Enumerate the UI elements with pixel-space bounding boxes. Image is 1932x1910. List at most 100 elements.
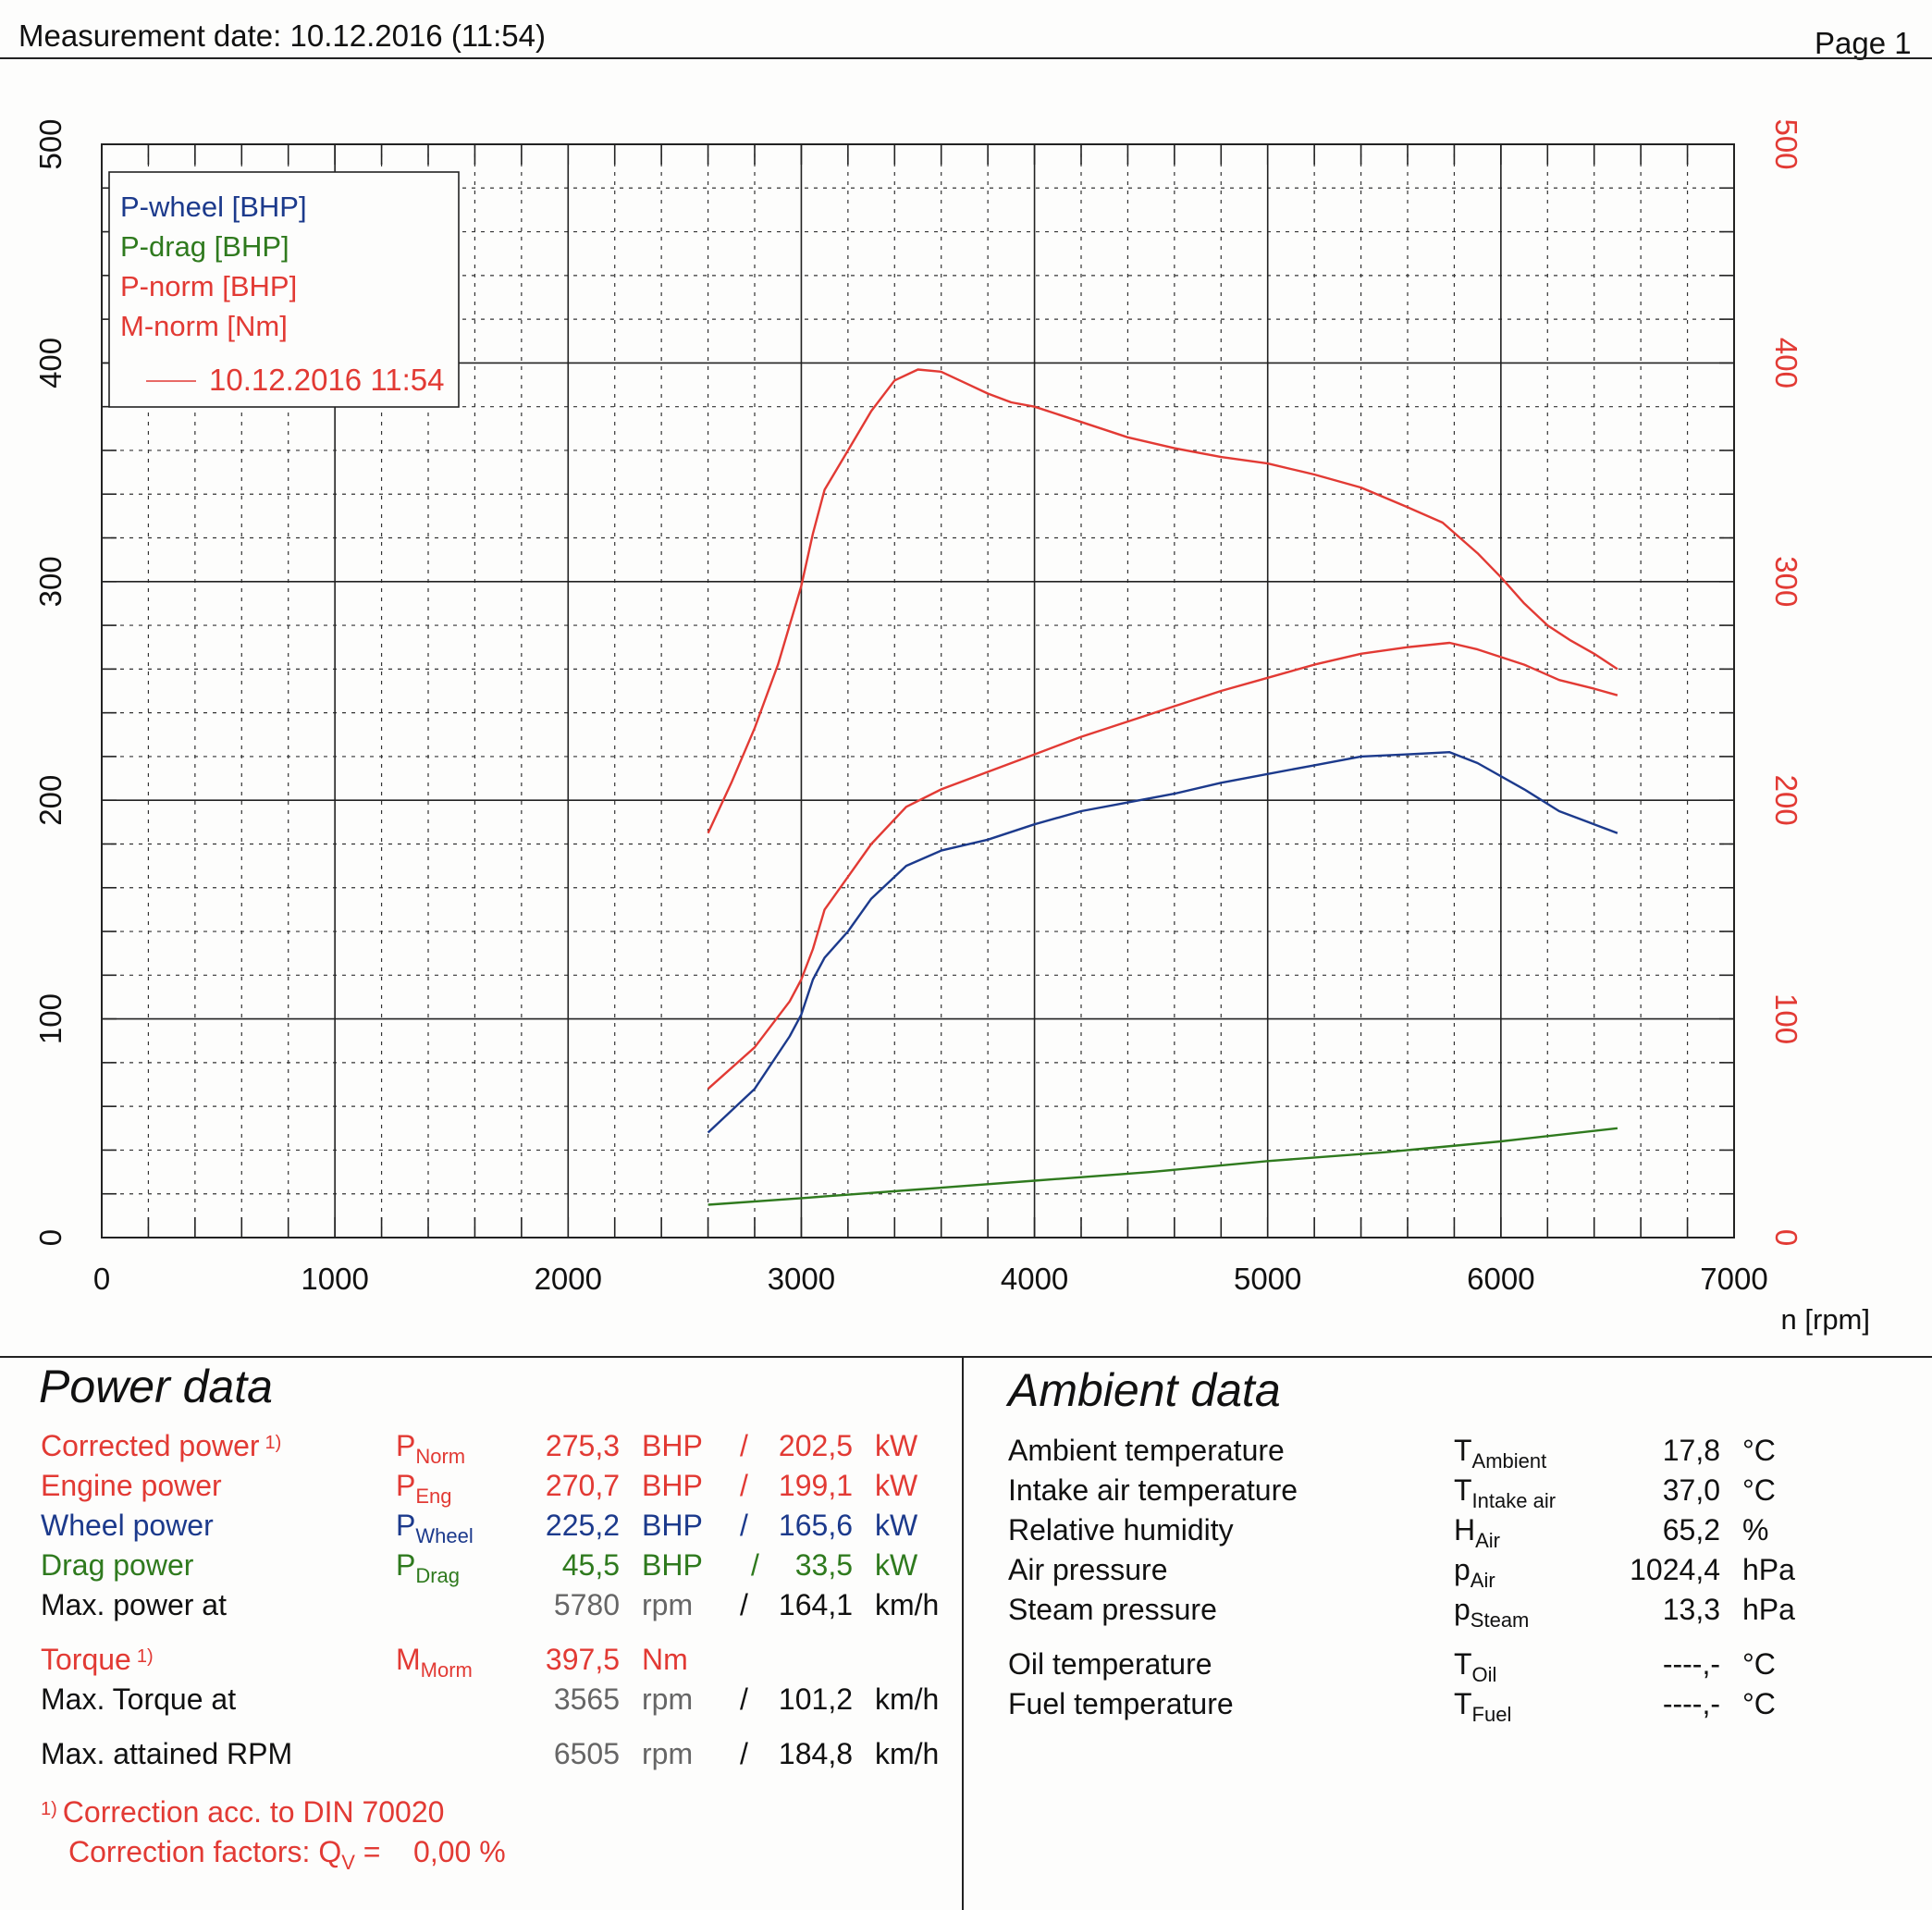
wheel-power-kw: 165,6 (778, 1509, 853, 1542)
max-torque-speed: 101,2 (778, 1682, 853, 1716)
y-left-tick-label: 0 (33, 1229, 68, 1246)
ambient-value: ----,- (1662, 1647, 1720, 1681)
max-power-row: Max. power at 5780 rpm / 164,1 km/h (0, 1588, 962, 1625)
x-tick-label: 3000 (768, 1262, 835, 1296)
footnote-correction: 1) Correction acc. to DIN 70020 (0, 1795, 962, 1832)
page-number: Page 1 (1815, 26, 1912, 60)
ambient-unit: % (1742, 1513, 1769, 1546)
series-line-1 (708, 1127, 1618, 1206)
p-wheel-symbol: PWheel (396, 1509, 474, 1547)
x-tick-label: 2000 (535, 1262, 602, 1296)
ambient-row: Ambient temperature TAmbient 17,8 °C (0, 1434, 1932, 1473)
ambient-row: Steam pressure pSteam 13,3 hPa (0, 1593, 1932, 1632)
torque-label: Torque 1) (41, 1643, 154, 1676)
unit-kw: kW (875, 1429, 918, 1462)
legend-box (108, 171, 460, 408)
wheel-power-row: Wheel power PWheel 225,2 BHP / 165,6 kW (0, 1509, 962, 1547)
x-axis-unit-label: n [rpm] (1781, 1303, 1870, 1336)
panel-middle-divider (962, 1356, 964, 1910)
ambient-row: Air pressure pAir 1024,4 hPa (0, 1553, 1932, 1592)
series-line-2 (707, 641, 1618, 1091)
engine-power-label: Engine power (41, 1469, 222, 1502)
unit-kmh: km/h (875, 1588, 940, 1621)
corrected-power-bhp: 275,3 (545, 1429, 620, 1462)
y-right-tick-label: 100 (1769, 993, 1803, 1044)
footnote-text: 1) Correction acc. to DIN 70020 (41, 1795, 445, 1829)
ambient-label: Intake air temperature (1008, 1473, 1298, 1507)
max-power-label: Max. power at (41, 1588, 227, 1621)
y-left-tick-label: 100 (33, 993, 68, 1044)
ambient-row: Intake air temperature TIntake air 37,0 °C (0, 1473, 1932, 1512)
ambient-symbol: TAmbient (1454, 1434, 1547, 1473)
legend-entry: P-drag [BHP] (120, 230, 289, 263)
y-right-tick-label: 0 (1769, 1229, 1803, 1246)
unit-kmh: km/h (875, 1682, 940, 1716)
ambient-symbol: TFuel (1454, 1687, 1512, 1726)
panel-top-divider (0, 1356, 1932, 1358)
p-eng-symbol: PEng (396, 1469, 452, 1508)
separator: / (740, 1509, 748, 1542)
series-line-0 (707, 751, 1618, 1134)
ambient-label: Ambient temperature (1008, 1434, 1285, 1467)
unit-kw: kW (875, 1469, 918, 1502)
legend-entry: M-norm [Nm] (120, 310, 288, 342)
wheel-power-label: Wheel power (41, 1509, 214, 1542)
p-norm-symbol: PNorm (396, 1429, 466, 1468)
x-tick-label: 1000 (301, 1262, 368, 1296)
corrected-power-label: Corrected power 1) (41, 1429, 282, 1462)
separator: / (751, 1548, 759, 1582)
max-rpm-speed: 184,8 (778, 1737, 853, 1770)
legend-run-label: 10.12.2016 11:54 (209, 363, 444, 397)
x-tick-label: 0 (93, 1262, 110, 1296)
footnote-factors: Correction factors: QV = 0,00 % (0, 1835, 962, 1876)
max-power-rpm: 5780 (553, 1588, 620, 1621)
unit-bhp: BHP (642, 1469, 703, 1502)
measurement-date: Measurement date: 10.12.2016 (11:54) (18, 18, 546, 53)
ambient-label: Relative humidity (1008, 1513, 1234, 1546)
ambient-unit: °C (1742, 1687, 1776, 1720)
ambient-symbol: TIntake air (1454, 1473, 1557, 1512)
y-left-tick-label: 500 (33, 118, 68, 169)
unit-kw: kW (875, 1548, 918, 1582)
ambient-symbol: pAir (1454, 1553, 1495, 1592)
power-data-title: Power data (39, 1361, 273, 1412)
unit-nm: Nm (642, 1643, 688, 1676)
x-tick-label: 6000 (1467, 1262, 1534, 1296)
y-left-tick-label: 300 (33, 556, 68, 607)
corrected-power-row: Corrected power 1) PNorm 275,3 BHP / 202,… (0, 1429, 962, 1468)
ambient-value: 37,0 (1662, 1473, 1720, 1507)
max-power-speed: 164,1 (778, 1588, 853, 1621)
unit-kmh: km/h (875, 1737, 940, 1770)
drag-power-label: Drag power (41, 1548, 194, 1582)
y-right-tick-label: 500 (1769, 118, 1803, 169)
unit-rpm: rpm (642, 1588, 694, 1621)
ambient-label: Air pressure (1008, 1553, 1168, 1586)
unit-bhp: BHP (642, 1429, 703, 1462)
y-right-tick-label: 200 (1769, 775, 1803, 826)
engine-power-kw: 199,1 (778, 1469, 853, 1502)
legend-entry: P-wheel [BHP] (120, 191, 307, 223)
unit-kw: kW (875, 1509, 918, 1542)
ambient-unit: hPa (1742, 1553, 1795, 1586)
header-divider (0, 57, 1932, 59)
ambient-row: Relative humidity HAir 65,2% (0, 1513, 1932, 1552)
correction-factors-text: Correction factors: QV = 0,00 % (68, 1835, 506, 1874)
ambient-label: Steam pressure (1008, 1593, 1217, 1626)
ambient-value: 13,3 (1662, 1593, 1720, 1626)
ambient-symbol: pSteam (1454, 1593, 1530, 1632)
unit-bhp: BHP (642, 1509, 703, 1542)
p-drag-symbol: PDrag (396, 1548, 461, 1587)
m-norm-symbol: MMorm (396, 1643, 473, 1682)
engine-power-row: Engine power PEng 270,7 BHP / 199,1 kW (0, 1469, 962, 1508)
ambient-unit: °C (1742, 1647, 1776, 1681)
max-rpm-value: 6505 (553, 1737, 620, 1770)
wheel-power-bhp: 225,2 (545, 1509, 620, 1542)
series-line-3 (707, 368, 1618, 834)
ambient-symbol: HAir (1454, 1513, 1500, 1552)
max-torque-label: Max. Torque at (41, 1682, 237, 1716)
max-torque-rpm: 3565 (553, 1682, 620, 1716)
drag-power-bhp: 45,5 (561, 1548, 620, 1582)
separator: / (740, 1469, 748, 1502)
y-right-tick-label: 400 (1769, 338, 1803, 388)
